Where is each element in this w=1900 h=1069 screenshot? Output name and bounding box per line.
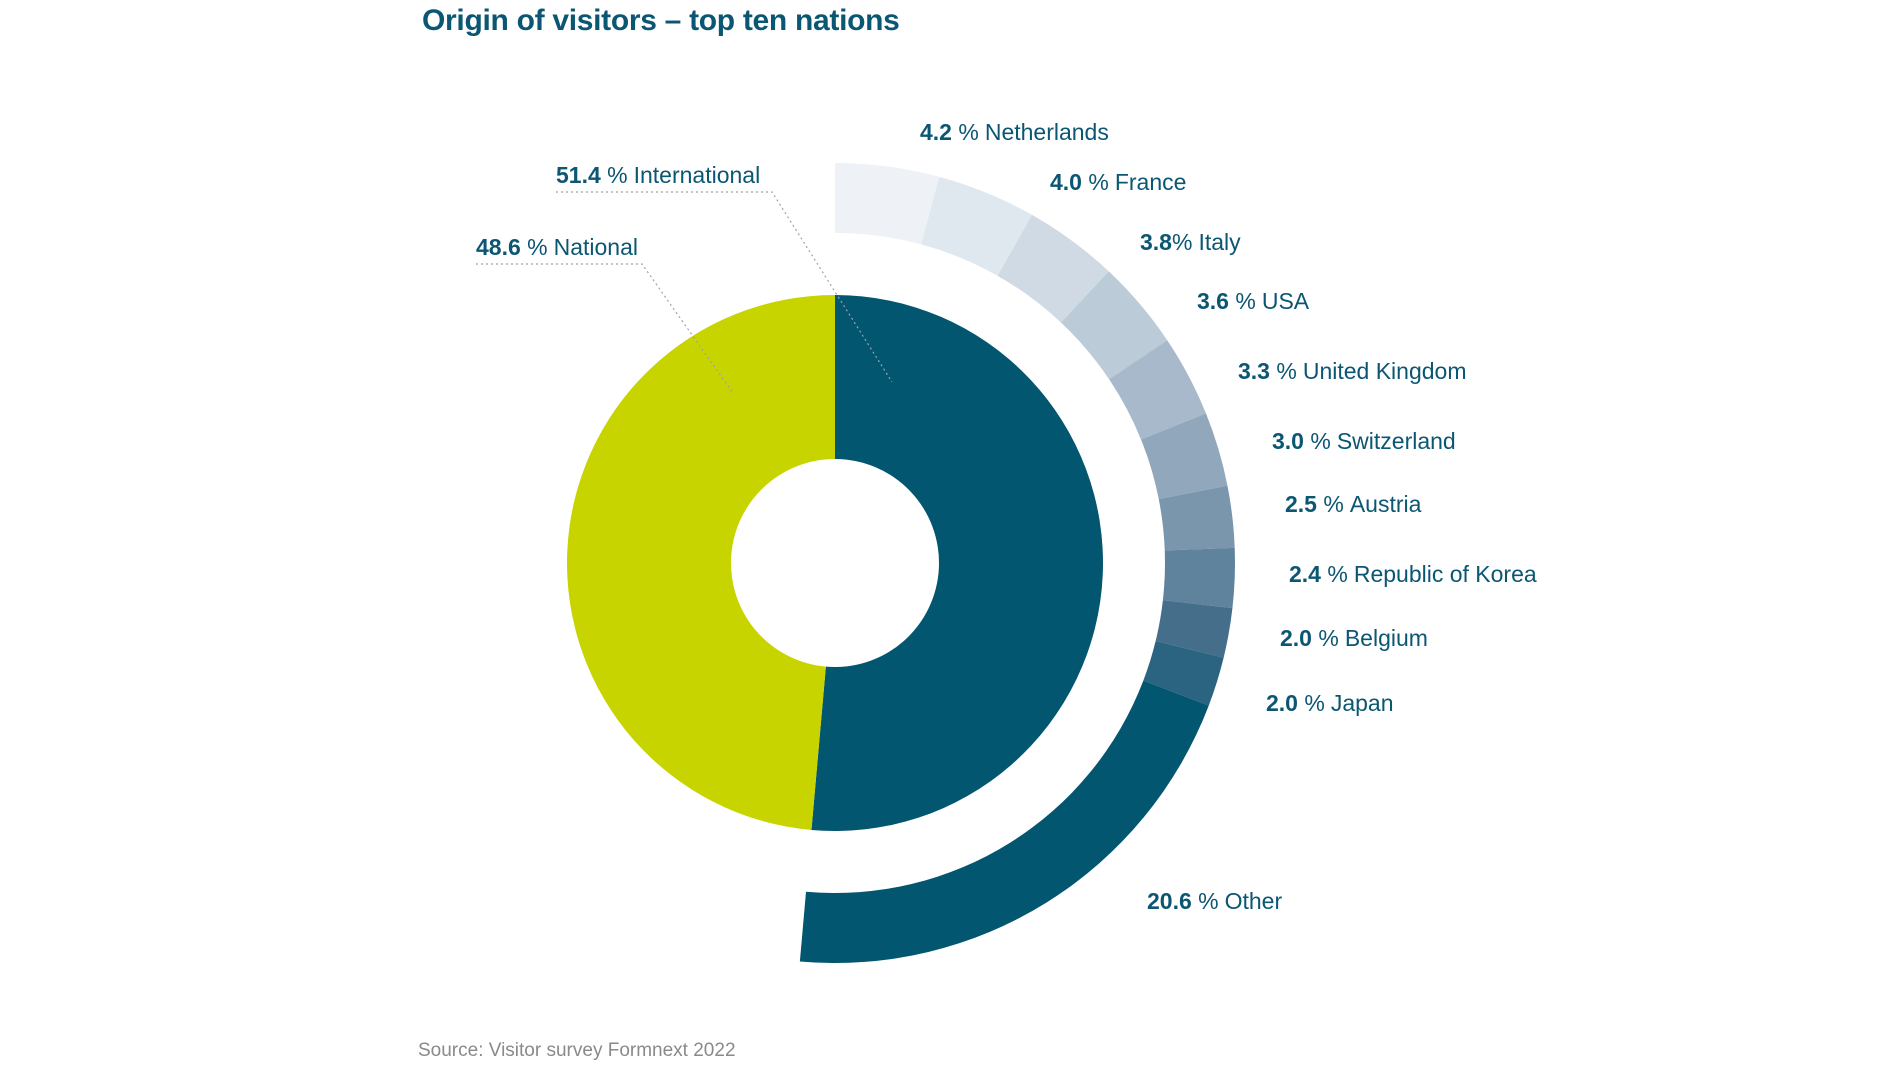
slice-international: [811, 295, 1104, 831]
slice-belgium: [1155, 600, 1233, 658]
slice-republic-of-korea: [1162, 547, 1236, 609]
label-france: 4.0 % France: [1050, 169, 1186, 195]
outer-ring: [799, 163, 1236, 963]
label-value: 3.6: [1197, 288, 1229, 314]
label-value: 51.4: [556, 162, 601, 188]
label-name: Belgium: [1345, 625, 1428, 651]
slice-france: [921, 176, 1033, 276]
label-unit: %: [1317, 491, 1344, 517]
slice-switzerland: [1141, 413, 1228, 500]
slice-austria: [1158, 485, 1235, 551]
label-value: 3.0: [1272, 428, 1304, 454]
label-unit: %: [1270, 358, 1297, 384]
slice-netherlands: [835, 163, 940, 245]
label-netherlands: 4.2 % Netherlands: [920, 119, 1109, 145]
label-value: 3.3: [1238, 358, 1270, 384]
slice-japan: [1143, 641, 1224, 706]
label-value: 2.0: [1280, 625, 1312, 651]
label-unit: %: [1082, 169, 1109, 195]
label-value: 4.2: [920, 119, 952, 145]
label-austria: 2.5 % Austria: [1285, 491, 1422, 517]
label-italy: 3.8% Italy: [1140, 229, 1241, 255]
label-name: France: [1115, 169, 1187, 195]
inner-ring: [567, 295, 1104, 831]
label-name: United Kingdom: [1303, 358, 1467, 384]
label-unit: %: [1298, 690, 1325, 716]
label-name: Italy: [1198, 229, 1241, 255]
label-name: Republic of Korea: [1354, 561, 1537, 587]
label-international: 51.4 % International: [556, 162, 760, 188]
label-unit: %: [1304, 428, 1331, 454]
source-note: Source: Visitor survey Formnext 2022: [418, 1040, 736, 1061]
label-name: Japan: [1331, 690, 1394, 716]
label-other: 20.6 % Other: [1147, 888, 1282, 914]
label-value: 2.0: [1266, 690, 1298, 716]
leader-lines: [476, 191, 893, 394]
leader-national: [476, 263, 734, 394]
label-national: 48.6 % National: [476, 234, 638, 260]
label-usa: 3.6 % USA: [1197, 288, 1310, 314]
label-value: 4.0: [1050, 169, 1082, 195]
label-unit: %: [1172, 229, 1192, 255]
label-name: Other: [1225, 888, 1283, 914]
label-name: Netherlands: [985, 119, 1109, 145]
label-unit: %: [601, 162, 628, 188]
leader-international: [556, 191, 893, 383]
label-value: 20.6: [1147, 888, 1192, 914]
label-name: USA: [1262, 288, 1310, 314]
label-united-kingdom: 3.3 % United Kingdom: [1238, 358, 1466, 384]
slice-national: [567, 295, 835, 830]
label-republic-of-korea: 2.4 % Republic of Korea: [1289, 561, 1537, 587]
label-value: 2.4: [1289, 561, 1321, 587]
slice-other: [799, 680, 1209, 963]
label-unit: %: [952, 119, 979, 145]
slice-usa: [1060, 271, 1168, 380]
label-unit: %: [1229, 288, 1256, 314]
slice-united-kingdom: [1109, 340, 1206, 440]
label-value: 2.5: [1285, 491, 1317, 517]
label-japan: 2.0 % Japan: [1266, 690, 1394, 716]
label-name: National: [554, 234, 638, 260]
label-name: Austria: [1350, 491, 1422, 517]
label-value: 3.8: [1140, 229, 1172, 255]
chart-title: Origin of visitors – top ten nations: [422, 4, 900, 37]
label-name: International: [634, 162, 761, 188]
label-unit: %: [521, 234, 548, 260]
label-switzerland: 3.0 % Switzerland: [1272, 428, 1456, 454]
slice-italy: [997, 214, 1109, 323]
label-unit: %: [1321, 561, 1348, 587]
label-name: Switzerland: [1337, 428, 1456, 454]
label-belgium: 2.0 % Belgium: [1280, 625, 1428, 651]
label-value: 48.6: [476, 234, 521, 260]
label-unit: %: [1192, 888, 1219, 914]
label-unit: %: [1312, 625, 1339, 651]
